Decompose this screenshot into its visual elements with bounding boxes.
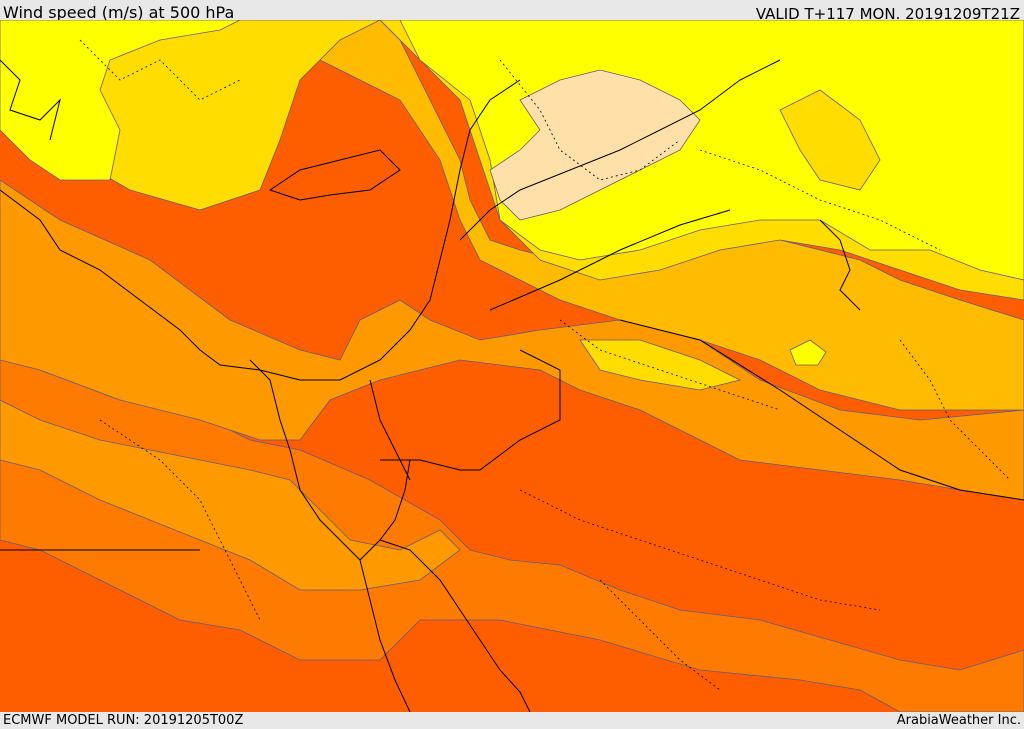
coastlines: [0, 59, 861, 712]
band-10-20-west: [0, 20, 241, 181]
wind-speed-map[interactable]: [0, 20, 1024, 712]
map-footer: ECMWF MODEL RUN: 20191205T00Z ArabiaWeat…: [0, 712, 1024, 729]
band-30-35-south: [0, 399, 461, 591]
admin-boundaries: [79, 39, 1011, 691]
map-title: Wind speed (m/s) at 500 hPa: [3, 3, 235, 22]
band-20-25-blob-east: [779, 89, 881, 191]
map-canvas: [0, 20, 1024, 712]
valid-time: VALID T+117 MON. 20191209T21Z: [755, 5, 1020, 23]
country-borders: [0, 59, 1024, 551]
band-25-30: [0, 20, 1024, 411]
band-35-40: [0, 349, 1024, 712]
model-run-label: ECMWF MODEL RUN: 20191205T00Z: [3, 713, 244, 728]
map-header: Wind speed (m/s) at 500 hPa VALID T+117 …: [0, 0, 1024, 23]
credit-label: ArabiaWeather Inc.: [896, 713, 1021, 728]
band-0-10: [489, 69, 701, 221]
band-10-20-blob: [789, 339, 827, 366]
